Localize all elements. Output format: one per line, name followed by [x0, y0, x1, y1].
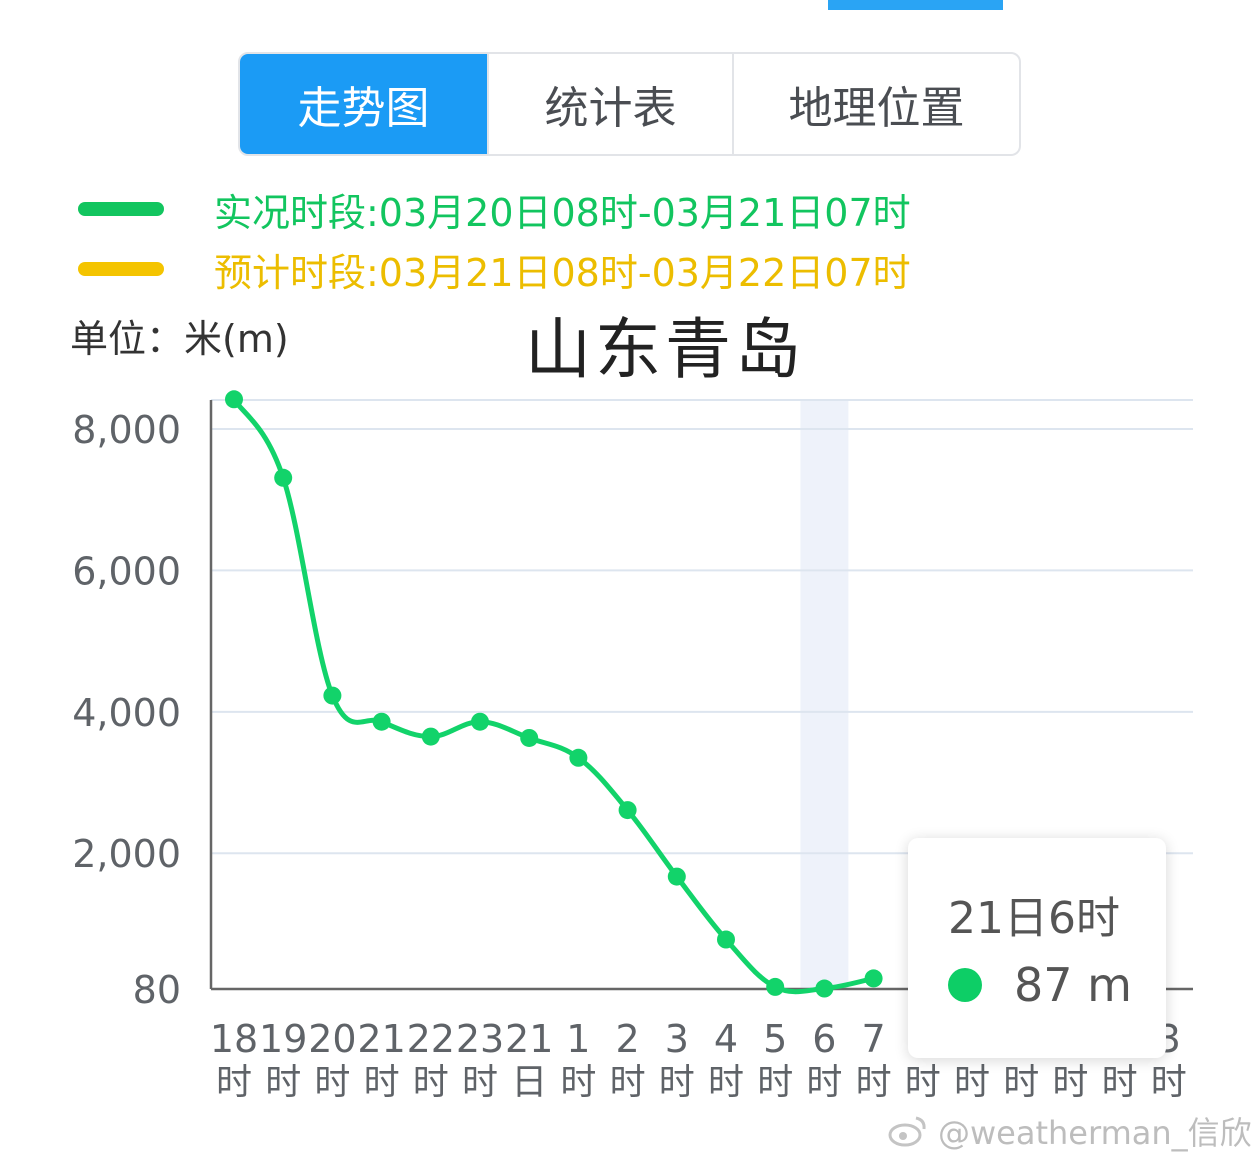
tab-trend[interactable]: 走势图 [240, 54, 487, 154]
x-tick-label: 22 [407, 1017, 455, 1061]
tab-stats-table[interactable]: 统计表 [487, 54, 732, 154]
x-tick-unit: 时 [462, 1062, 498, 1103]
x-tick-label: 21 [505, 1017, 553, 1061]
x-tick-label: 7 [862, 1017, 886, 1061]
unit-label: 单位：米(m) [70, 317, 289, 361]
tab-geo-location[interactable]: 地理位置 [732, 54, 1019, 154]
watermark: @weatherman_信欣 [888, 1108, 1252, 1154]
city-title: 山东青岛 [525, 311, 805, 388]
data-point[interactable] [520, 728, 539, 747]
data-point[interactable] [225, 390, 243, 409]
legend-label-forecast: 预计时段:03月21日08时-03月22日07时 [214, 250, 911, 295]
x-tick-unit: 时 [265, 1062, 301, 1103]
x-tick-unit: 时 [413, 1062, 449, 1103]
data-point[interactable] [323, 686, 342, 705]
legend-observed[interactable]: 实况时段:03月20日08时-03月21日07时 [78, 184, 911, 235]
x-tick-label: 19 [259, 1017, 307, 1061]
x-tick-unit: 时 [806, 1062, 842, 1103]
x-tick-label: 20 [308, 1017, 356, 1061]
x-tick-unit: 时 [708, 1062, 744, 1103]
legend-forecast[interactable]: 预计时段:03月21日08时-03月22日07时 [78, 244, 911, 295]
x-tick-unit: 时 [610, 1062, 646, 1103]
x-tick-label: 23 [456, 1017, 504, 1061]
y-tick-label: 4,000 [72, 691, 181, 735]
x-tick-label: 6 [812, 1017, 836, 1061]
x-tick-label: 21 [357, 1017, 405, 1061]
data-point[interactable] [667, 867, 686, 886]
x-tick-unit: 时 [856, 1062, 892, 1103]
x-tick-unit: 时 [954, 1062, 990, 1103]
y-tick-label: 6,000 [72, 549, 181, 593]
data-point[interactable] [815, 979, 834, 998]
tooltip-value: 87 m [1014, 958, 1132, 1012]
x-tick-unit: 时 [1102, 1062, 1138, 1103]
x-tick-unit: 时 [1151, 1062, 1187, 1103]
x-tick-label: 18 [210, 1017, 258, 1061]
top-accent-bar [828, 0, 1003, 10]
data-point[interactable] [569, 748, 588, 767]
y-tick-label: 80 [133, 968, 181, 1012]
watermark-text: @weatherman_信欣 [938, 1114, 1252, 1152]
x-tick-unit: 时 [659, 1062, 695, 1103]
x-tick-label: 1 [566, 1017, 590, 1061]
data-point[interactable] [766, 977, 785, 996]
x-tick-unit: 时 [1052, 1062, 1088, 1103]
y-tick-label: 8,000 [72, 408, 181, 452]
x-tick-unit: 时 [364, 1062, 400, 1103]
y-tick-label: 2,000 [72, 832, 181, 876]
tooltip-series-dot [948, 968, 982, 1002]
x-tick-unit: 时 [905, 1062, 941, 1103]
visibility-line-chart[interactable]: 802,0004,0006,0008,00018时19时20时21时22时23时… [0, 380, 1260, 1110]
legend-swatch-observed [78, 202, 164, 216]
x-tick-unit: 时 [314, 1062, 350, 1103]
x-tick-unit: 时 [216, 1062, 252, 1103]
data-point[interactable] [864, 969, 883, 988]
data-point[interactable] [618, 801, 637, 820]
legend-label-observed: 实况时段:03月20日08时-03月21日07时 [214, 190, 911, 235]
x-tick-unit: 日 [511, 1062, 547, 1103]
hover-highlight-band [800, 400, 849, 989]
legend-swatch-forecast [78, 262, 164, 276]
x-tick-label: 5 [763, 1017, 787, 1061]
x-tick-unit: 时 [1003, 1062, 1039, 1103]
x-tick-label: 4 [714, 1017, 738, 1061]
view-tabs: 走势图 统计表 地理位置 [238, 52, 1021, 156]
tooltip-time: 21日6时 [948, 893, 1120, 944]
data-point[interactable] [421, 727, 440, 746]
x-tick-label: 2 [616, 1017, 640, 1061]
chart-tooltip: 21日6时 87 m [908, 838, 1166, 1058]
data-point[interactable] [717, 930, 735, 949]
x-tick-label: 3 [665, 1017, 689, 1061]
x-tick-unit: 时 [757, 1062, 793, 1103]
data-point[interactable] [471, 712, 489, 731]
x-tick-unit: 时 [560, 1062, 596, 1103]
data-point[interactable] [274, 468, 293, 487]
weibo-icon [888, 1116, 926, 1147]
data-point[interactable] [372, 712, 391, 731]
